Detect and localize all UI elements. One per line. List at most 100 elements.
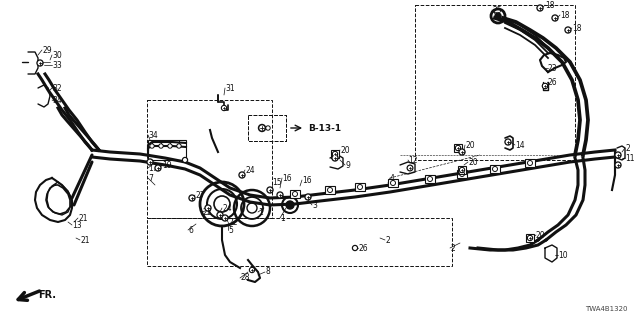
Text: 13: 13 — [72, 220, 82, 229]
Circle shape — [148, 160, 152, 164]
Circle shape — [259, 124, 266, 132]
Circle shape — [505, 139, 511, 145]
Text: TWA4B1320: TWA4B1320 — [586, 306, 628, 312]
Bar — [454, 144, 462, 152]
Bar — [425, 175, 435, 183]
Text: 18: 18 — [560, 11, 570, 20]
Text: 16: 16 — [302, 175, 312, 185]
Circle shape — [222, 215, 228, 221]
Text: 7: 7 — [148, 173, 153, 182]
Circle shape — [206, 206, 210, 210]
Text: 2: 2 — [385, 236, 390, 244]
Bar — [490, 165, 500, 173]
Circle shape — [278, 193, 282, 197]
Text: 6: 6 — [188, 226, 193, 235]
Circle shape — [155, 165, 161, 171]
Circle shape — [250, 268, 255, 273]
Text: 20: 20 — [536, 230, 546, 239]
Circle shape — [159, 144, 163, 148]
Circle shape — [38, 61, 42, 65]
Circle shape — [260, 126, 264, 130]
Text: 1: 1 — [258, 207, 263, 217]
Text: 24: 24 — [222, 204, 232, 212]
Text: 33: 33 — [52, 60, 61, 69]
Circle shape — [459, 149, 465, 155]
Text: 28: 28 — [240, 274, 250, 283]
Circle shape — [460, 150, 463, 154]
Circle shape — [37, 60, 43, 66]
Circle shape — [178, 145, 180, 147]
Text: 31: 31 — [225, 84, 235, 92]
Text: 20: 20 — [465, 140, 475, 149]
Circle shape — [277, 192, 283, 198]
Text: 30: 30 — [52, 51, 61, 60]
Text: 21: 21 — [78, 213, 88, 222]
Bar — [457, 170, 467, 178]
Circle shape — [616, 153, 620, 157]
Text: 20: 20 — [468, 157, 477, 166]
Circle shape — [495, 13, 501, 19]
Text: B-13-1: B-13-1 — [308, 124, 341, 132]
Circle shape — [168, 144, 172, 148]
Text: 34: 34 — [148, 131, 157, 140]
Bar — [526, 234, 534, 242]
Circle shape — [147, 159, 153, 165]
Circle shape — [267, 127, 269, 129]
Bar — [290, 190, 300, 198]
Circle shape — [182, 157, 188, 163]
Text: 17: 17 — [148, 164, 157, 172]
Circle shape — [554, 16, 557, 20]
Bar — [331, 150, 339, 158]
Text: FR.: FR. — [38, 290, 56, 300]
Bar — [525, 159, 535, 167]
Text: 1: 1 — [280, 213, 285, 222]
Circle shape — [189, 195, 195, 201]
Circle shape — [266, 126, 270, 130]
Circle shape — [543, 84, 547, 89]
Circle shape — [268, 188, 271, 192]
Text: 16: 16 — [282, 173, 292, 182]
Text: 34: 34 — [52, 95, 61, 105]
Bar — [248, 115, 286, 141]
Bar — [147, 218, 452, 266]
Circle shape — [456, 146, 461, 150]
Circle shape — [543, 84, 547, 89]
Circle shape — [333, 151, 337, 156]
Circle shape — [151, 145, 153, 147]
Circle shape — [184, 159, 186, 161]
Text: 19: 19 — [162, 161, 172, 170]
Circle shape — [332, 155, 338, 161]
Circle shape — [407, 165, 413, 171]
Circle shape — [241, 173, 244, 177]
Bar — [355, 183, 365, 191]
Bar — [388, 179, 398, 187]
Circle shape — [565, 27, 571, 33]
Text: 10: 10 — [558, 251, 568, 260]
Circle shape — [552, 15, 558, 21]
Circle shape — [190, 196, 194, 200]
Text: 18: 18 — [545, 1, 554, 10]
Text: 27: 27 — [195, 190, 205, 199]
Circle shape — [177, 144, 181, 148]
Circle shape — [307, 195, 310, 199]
Bar — [147, 100, 272, 218]
Circle shape — [160, 145, 162, 147]
Bar — [148, 140, 186, 160]
Circle shape — [527, 236, 532, 241]
Text: 11: 11 — [625, 154, 634, 163]
Circle shape — [305, 194, 311, 200]
Circle shape — [529, 236, 531, 239]
Circle shape — [239, 172, 245, 178]
Circle shape — [544, 85, 547, 87]
Bar — [325, 186, 335, 194]
Circle shape — [408, 166, 412, 170]
Text: 22: 22 — [202, 207, 211, 217]
Text: 3: 3 — [312, 201, 317, 210]
Text: 8: 8 — [265, 268, 269, 276]
Text: 18: 18 — [572, 23, 582, 33]
Circle shape — [156, 166, 159, 170]
Bar — [458, 166, 466, 174]
Circle shape — [150, 144, 154, 148]
Circle shape — [286, 201, 294, 209]
Text: 15: 15 — [272, 178, 282, 187]
